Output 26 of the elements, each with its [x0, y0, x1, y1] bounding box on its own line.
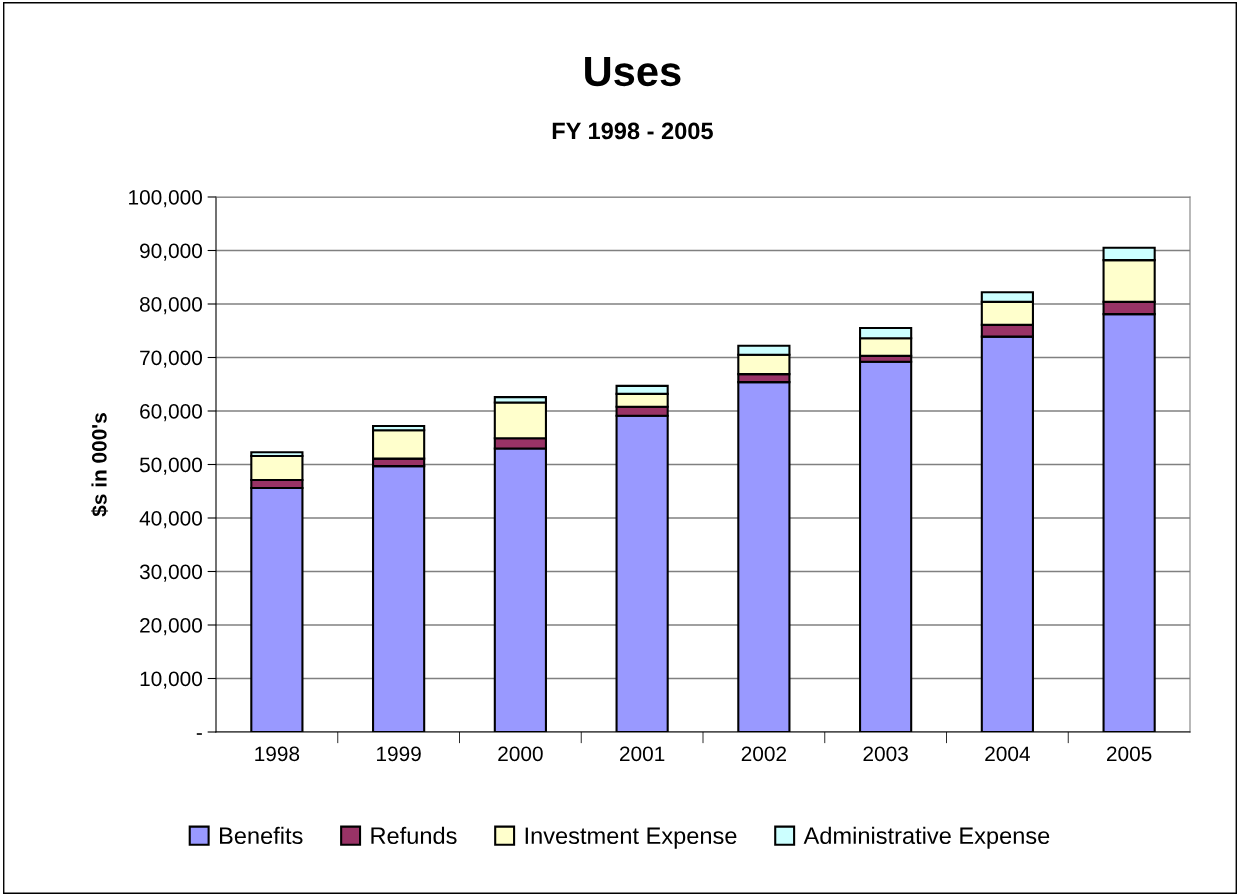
chart-title: Uses	[585, 57, 681, 87]
x-tick-label: 2001	[620, 746, 665, 762]
x-tick-label: 2004	[985, 746, 1030, 762]
x-tick-label: 2005	[1107, 746, 1152, 762]
legend-label: Investment Expense	[525, 827, 737, 849]
y-tick-label: 60,000	[140, 404, 202, 422]
y-tick-label: 70,000	[140, 350, 202, 368]
x-tick-label: 1999	[377, 746, 421, 762]
y-tick-label: 10,000	[140, 671, 202, 689]
y-tick-label: 100,000	[129, 190, 202, 208]
y-tick-label: -	[196, 733, 202, 735]
x-tick-label: 2000	[498, 746, 543, 762]
x-tick-label: 2002	[741, 746, 786, 762]
x-tick-label: 1998	[255, 746, 300, 762]
x-tick-label: 2003	[863, 746, 908, 762]
y-tick-label: 80,000	[140, 297, 202, 315]
y-tick-label: 90,000	[140, 243, 202, 261]
y-tick-label: 30,000	[139, 564, 202, 582]
legend-label: Benefits	[220, 826, 303, 845]
legend-label: Refunds	[371, 826, 457, 845]
legend-label: Administrative Expense	[803, 826, 1050, 849]
y-tick-label: 20,000	[140, 618, 202, 636]
y-tick-label: 40,000	[139, 511, 202, 529]
y-axis-title: $s in 000's	[91, 413, 109, 517]
y-tick-label: 50,000	[139, 457, 202, 475]
chart-subtitle: FY 1998 - 2005	[552, 122, 713, 140]
